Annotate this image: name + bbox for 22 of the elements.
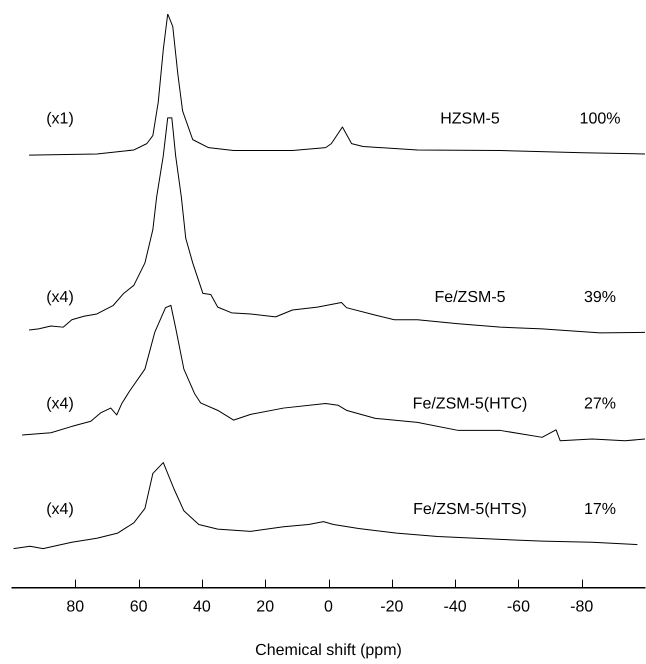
annotation: 27% [584, 395, 616, 412]
x-tick-label: 40 [193, 598, 211, 616]
annotation: (x4) [46, 288, 74, 306]
annotation: 39% [584, 288, 616, 306]
series-label: Fe/ZSM-5 [434, 288, 506, 306]
x-tick-label: 0 [324, 598, 334, 616]
x-tick-label: -40 [444, 598, 467, 616]
annotation: (x4) [46, 395, 74, 412]
x-tick-label: -20 [380, 598, 404, 616]
annotation: 17% [584, 500, 616, 518]
x-tick-label: -80 [570, 598, 594, 616]
x-axis-title: Chemical shift (ppm) [255, 642, 402, 659]
x-tick-label: 60 [130, 598, 148, 616]
annotation: (x1) [46, 110, 74, 128]
series-label: HZSM-5 [440, 110, 500, 128]
series-label: Fe/ZSM-5(HTS) [413, 500, 527, 518]
x-tick-label: 20 [256, 598, 274, 616]
series-label: Fe/ZSM-5(HTC) [412, 395, 528, 412]
annotation: (x4) [46, 500, 74, 518]
annotation: 100% [580, 110, 620, 128]
x-tick-label: 80 [66, 598, 84, 616]
x-tick-label: -60 [506, 598, 530, 616]
